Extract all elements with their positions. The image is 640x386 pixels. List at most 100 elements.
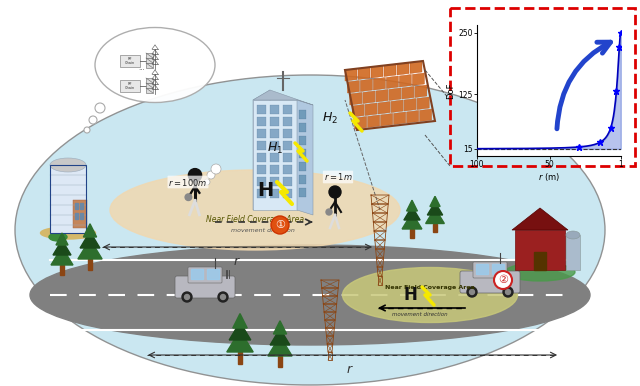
Polygon shape [420, 109, 431, 122]
Text: $H_1$: $H_1$ [267, 141, 283, 156]
Bar [299, 175, 306, 184]
Polygon shape [384, 64, 396, 76]
Circle shape [95, 103, 105, 113]
Bar [146, 88, 153, 93]
Polygon shape [270, 328, 290, 345]
Ellipse shape [30, 245, 590, 345]
Bar [283, 141, 292, 150]
Ellipse shape [95, 27, 215, 103]
Bar [270, 177, 279, 186]
Bar [299, 162, 306, 171]
Polygon shape [355, 117, 367, 129]
Bar [433, 223, 436, 232]
Polygon shape [51, 247, 73, 265]
Circle shape [184, 295, 189, 300]
Bar [566, 235, 580, 270]
Bar [88, 259, 92, 270]
Text: Near Field Coverage Area: Near Field Coverage Area [385, 284, 475, 290]
Polygon shape [406, 200, 417, 211]
Polygon shape [399, 74, 412, 87]
Polygon shape [381, 113, 392, 126]
Circle shape [470, 290, 474, 295]
Polygon shape [376, 90, 388, 102]
Text: Near Field Coverage Area: Near Field Coverage Area [206, 215, 304, 225]
Bar [257, 153, 266, 162]
Circle shape [503, 287, 513, 297]
Bar [270, 129, 279, 138]
Polygon shape [268, 336, 292, 356]
Text: RF
Chain: RF Chain [125, 82, 135, 90]
Ellipse shape [50, 158, 86, 172]
Bar [80, 213, 83, 219]
Text: $r$: $r$ [233, 255, 241, 268]
Polygon shape [360, 79, 372, 91]
Polygon shape [391, 100, 403, 112]
Bar [534, 252, 546, 270]
Polygon shape [389, 88, 401, 100]
Circle shape [467, 287, 477, 297]
Bar [515, 230, 565, 270]
Bar [257, 141, 266, 150]
Circle shape [271, 216, 289, 234]
Text: $r=100m$: $r=100m$ [168, 176, 207, 188]
Ellipse shape [566, 231, 580, 239]
Bar [80, 203, 83, 209]
Bar [270, 105, 279, 114]
Bar [270, 117, 279, 126]
Bar [270, 153, 279, 162]
Polygon shape [350, 93, 362, 105]
Bar [270, 165, 279, 174]
Circle shape [204, 179, 210, 185]
Text: movement direction: movement direction [231, 228, 295, 233]
Polygon shape [410, 61, 422, 73]
Bar [450, 8, 635, 166]
Polygon shape [397, 63, 409, 75]
Ellipse shape [15, 75, 605, 385]
Bar [257, 177, 266, 186]
FancyBboxPatch shape [175, 276, 235, 298]
Bar [299, 188, 306, 197]
Polygon shape [428, 202, 443, 215]
Circle shape [211, 164, 221, 174]
Polygon shape [297, 100, 313, 215]
Polygon shape [229, 322, 251, 340]
Bar [207, 269, 219, 279]
Text: ②: ② [498, 275, 508, 285]
Polygon shape [227, 330, 253, 352]
Bar [299, 110, 306, 119]
FancyBboxPatch shape [188, 267, 222, 283]
FancyBboxPatch shape [473, 262, 507, 278]
Polygon shape [253, 90, 313, 105]
Circle shape [188, 169, 202, 182]
Bar [299, 136, 306, 145]
Text: $r=1m$: $r=1m$ [324, 171, 353, 183]
Text: $\mathbf{H}$: $\mathbf{H}$ [403, 286, 417, 304]
Bar [257, 117, 266, 126]
Bar [299, 123, 306, 132]
Bar [50, 165, 86, 233]
Polygon shape [412, 73, 424, 86]
Polygon shape [56, 233, 68, 245]
Circle shape [218, 292, 228, 302]
Polygon shape [367, 115, 380, 127]
Polygon shape [352, 105, 364, 117]
Polygon shape [426, 208, 444, 223]
Circle shape [89, 116, 97, 124]
Text: $H_2$: $H_2$ [322, 110, 338, 125]
Circle shape [494, 271, 512, 289]
Bar [146, 53, 153, 58]
Bar [257, 129, 266, 138]
Polygon shape [387, 76, 398, 88]
Polygon shape [253, 100, 297, 210]
Bar [257, 189, 266, 198]
Bar [299, 149, 306, 158]
Bar [50, 165, 86, 233]
Bar [237, 352, 243, 364]
Polygon shape [80, 232, 100, 248]
Bar [476, 264, 488, 274]
Ellipse shape [505, 263, 575, 281]
Y-axis label: DoF: DoF [446, 83, 455, 99]
Bar [75, 213, 78, 219]
Polygon shape [415, 85, 427, 98]
Ellipse shape [49, 233, 67, 241]
